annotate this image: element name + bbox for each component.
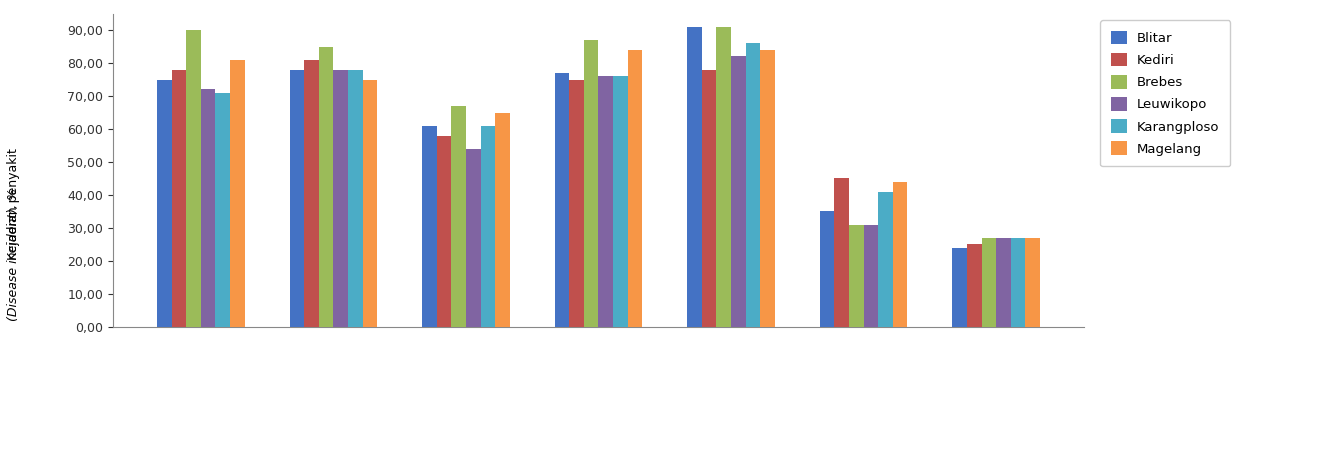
Bar: [215, 93, 230, 327]
Bar: [495, 113, 509, 327]
Bar: [465, 149, 480, 327]
Bar: [363, 79, 378, 327]
Bar: [172, 69, 186, 327]
Bar: [201, 89, 215, 327]
Bar: [480, 126, 495, 327]
Bar: [746, 43, 761, 327]
Text: Kejadian penyakit: Kejadian penyakit: [7, 148, 20, 260]
Bar: [717, 27, 732, 327]
Bar: [348, 69, 363, 327]
Bar: [1025, 238, 1040, 327]
Bar: [157, 79, 172, 327]
Bar: [319, 47, 334, 327]
Bar: [628, 50, 642, 327]
Bar: [422, 126, 436, 327]
Bar: [967, 244, 982, 327]
Bar: [305, 60, 319, 327]
Bar: [436, 136, 451, 327]
Bar: [849, 225, 863, 327]
Bar: [732, 56, 746, 327]
Bar: [451, 106, 465, 327]
Bar: [761, 50, 775, 327]
Bar: [878, 192, 892, 327]
Bar: [834, 178, 849, 327]
Bar: [186, 30, 201, 327]
Bar: [230, 60, 245, 327]
Bar: [982, 238, 996, 327]
Bar: [598, 76, 613, 327]
Bar: [1011, 238, 1025, 327]
Bar: [569, 79, 584, 327]
Bar: [863, 225, 878, 327]
Bar: [952, 248, 967, 327]
Bar: [819, 212, 834, 327]
Bar: [584, 40, 598, 327]
Bar: [555, 73, 569, 327]
Bar: [892, 182, 907, 327]
Bar: [290, 69, 305, 327]
Legend: Blitar, Kediri, Brebes, Leuwikopo, Karangploso, Magelang: Blitar, Kediri, Brebes, Leuwikopo, Karan…: [1100, 20, 1230, 166]
Bar: [688, 27, 702, 327]
Text: (Disease incident), %: (Disease incident), %: [7, 188, 20, 321]
Bar: [996, 238, 1011, 327]
Bar: [334, 69, 348, 327]
Bar: [613, 76, 628, 327]
Bar: [702, 69, 717, 327]
